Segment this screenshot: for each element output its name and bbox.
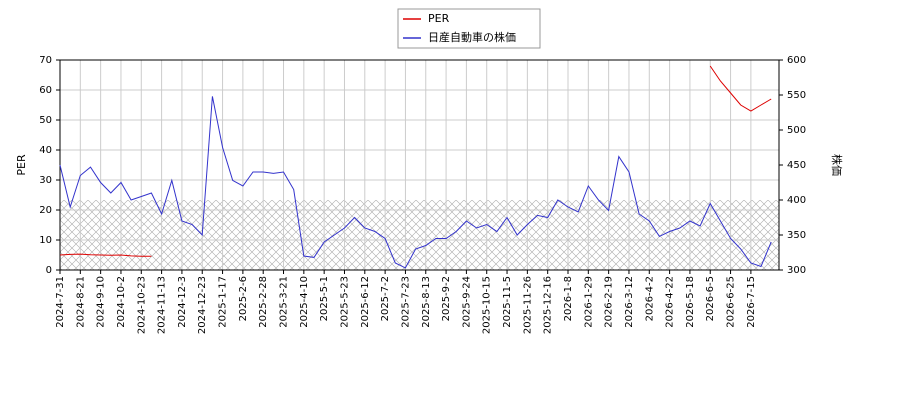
y-axis-label: PER (15, 154, 28, 176)
x-tick-label: 2025-4-10 (299, 276, 310, 328)
x-tick-label: 2026-4-22 (665, 276, 676, 328)
x-tick-label: 2026-3-12 (624, 276, 635, 328)
x-tick-label: 2026-6-5 (705, 276, 716, 321)
legend-label: PER (428, 12, 450, 25)
y2-tick-label: 350 (787, 230, 806, 241)
y2-tick-label: 300 (787, 265, 806, 276)
x-tick-label: 2025-8-13 (421, 276, 432, 328)
x-tick-label: 2025-6-12 (360, 276, 371, 328)
x-tick-label: 2024-8-21 (75, 276, 86, 328)
y2-tick-label: 400 (787, 195, 806, 206)
x-tick-label: 2026-5-18 (685, 276, 696, 328)
y-tick-label: 30 (39, 175, 52, 186)
series-line (59, 96, 772, 269)
x-tick-label: 2025-12-16 (543, 276, 554, 334)
y2-axis-label: 株価 (830, 154, 844, 176)
x-tick-label: 2025-11-26 (522, 276, 533, 334)
series-line (59, 65, 772, 257)
x-tick-label: 2025-7-23 (400, 276, 411, 328)
y2-tick-label: 550 (787, 90, 806, 101)
x-tick-label: 2026-1-29 (583, 276, 594, 328)
y-tick-label: 60 (39, 85, 52, 96)
x-tick-label: 2026-4-2 (644, 276, 655, 321)
x-tick-label: 2024-9-10 (96, 276, 107, 328)
x-tick-label: 2025-1-17 (218, 276, 229, 328)
x-tick-label: 2025-2-6 (238, 276, 249, 321)
x-tick-label: 2025-7-2 (380, 276, 391, 321)
x-tick-label: 2025-2-28 (258, 276, 269, 328)
x-tick-label: 2024-12-3 (177, 276, 188, 328)
x-tick-label: 2025-5-23 (339, 276, 350, 328)
x-tick-label: 2026-1-8 (563, 276, 574, 321)
legend-box (397, 8, 541, 49)
x-tick-label: 2026-7-15 (746, 276, 757, 328)
y-tick-label: 10 (39, 235, 52, 246)
x-tick-label: 2025-9-24 (461, 276, 472, 328)
y2-tick-label: 500 (787, 125, 806, 136)
y-tick-label: 40 (39, 145, 52, 156)
x-tick-label: 2026-2-19 (604, 276, 615, 328)
x-tick-label: 2025-11-5 (502, 276, 513, 328)
x-tick-label: 2025-5-1 (319, 276, 330, 321)
x-tick-label: 2024-11-13 (157, 276, 168, 334)
legend-label: 日産自動車の株価 (428, 30, 516, 44)
y-tick-label: 50 (39, 115, 52, 126)
x-tick-label: 2026-6-25 (726, 276, 737, 328)
x-tick-label: 2024-12-23 (197, 276, 208, 334)
y-tick-label: 0 (46, 265, 52, 276)
y-tick-label: 70 (39, 55, 52, 66)
y2-tick-label: 450 (787, 160, 806, 171)
y2-tick-label: 600 (787, 55, 806, 66)
y-tick-label: 20 (39, 205, 52, 216)
x-tick-label: 2025-10-15 (482, 276, 493, 334)
x-tick-label: 2025-3-21 (279, 276, 290, 328)
x-tick-label: 2024-10-23 (136, 276, 147, 334)
x-tick-label: 2025-9-2 (441, 276, 452, 321)
legend: PER 日産自動車の株価 (397, 8, 541, 49)
x-tick-label: 2024-7-31 (55, 276, 66, 328)
x-tick-label: 2024-10-2 (116, 276, 127, 328)
